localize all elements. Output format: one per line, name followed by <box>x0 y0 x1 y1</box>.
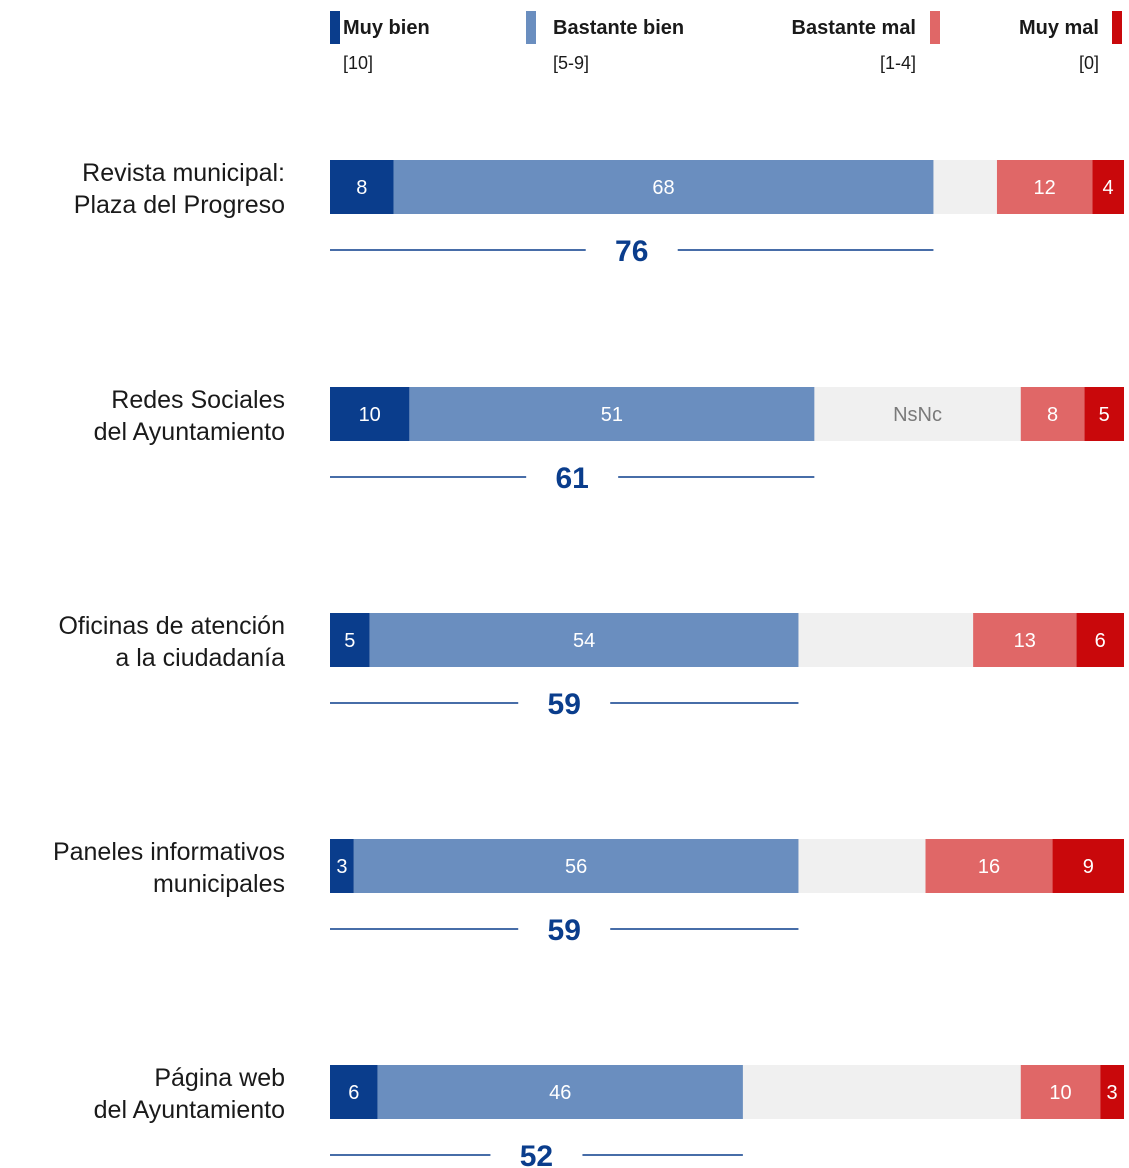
data-label-bastante-bien: 51 <box>601 404 623 426</box>
category-label-line: Oficinas de atención <box>58 612 285 640</box>
bar-segment-bastante-mal <box>996 160 1093 214</box>
bar-segment-bastante-mal <box>1020 387 1085 441</box>
legend-swatch <box>1112 11 1122 44</box>
legend-range: [10] <box>343 53 373 73</box>
bar-segment-muy-mal <box>1052 839 1124 893</box>
category-label: Página web del Ayuntamiento <box>94 1064 285 1124</box>
bar-segment-muy-bien <box>330 387 410 441</box>
bar-segment-bastante-bien <box>409 387 815 441</box>
data-label-muy-bien: 6 <box>348 1082 359 1104</box>
data-label-muy-bien: 10 <box>359 404 381 426</box>
bar-segment-muy-mal <box>1076 613 1124 667</box>
legend-swatch <box>930 11 940 44</box>
positive-total-label: 59 <box>548 914 581 947</box>
data-label-bastante-bien: 46 <box>549 1082 571 1104</box>
legend-label: Muy bien <box>343 17 430 39</box>
legend-range: [1-4] <box>880 53 916 73</box>
legend-item-muy-mal: Muy mal [0] <box>1019 11 1122 73</box>
category-label: Oficinas de atención a la ciudadanía <box>58 612 285 672</box>
bar-segment-muy-mal <box>1084 387 1124 441</box>
bar-segment-muy-bien <box>330 613 370 667</box>
data-label-muy-bien: 3 <box>336 856 347 878</box>
data-label-bastante-mal: 13 <box>1014 630 1036 652</box>
bar-segment-bastante-bien <box>369 613 799 667</box>
bar-segment-muy-bien <box>330 1065 378 1119</box>
data-label-muy-bien: 8 <box>356 177 367 199</box>
category-label-line: Paneles informativos <box>53 838 285 866</box>
positive-total-label: 52 <box>520 1140 553 1168</box>
data-label-muy-mal: 4 <box>1103 177 1114 199</box>
category-label-line: a la ciudadanía <box>115 644 285 672</box>
legend-swatch <box>330 11 340 44</box>
data-label-muy-mal: 9 <box>1083 856 1094 878</box>
bar-segment-bastante-mal <box>925 839 1053 893</box>
data-label-bastante-mal: 12 <box>1033 177 1055 199</box>
category-label-line: del Ayuntamiento <box>94 1096 285 1124</box>
data-label-bastante-mal: 10 <box>1049 1082 1071 1104</box>
legend-range: [5-9] <box>553 53 589 73</box>
category-label: Paneles informativos municipales <box>53 838 285 898</box>
data-label-muy-mal: 5 <box>1099 404 1110 426</box>
chart-row: Revista municipal: Plaza del Progreso 8 68 1… <box>74 159 1124 268</box>
category-label-line: Redes Sociales <box>111 386 285 414</box>
chart-row: Paneles informativos municipales 3 56 16 9 59 <box>53 838 1124 947</box>
category-label-line: Revista municipal: <box>82 159 285 187</box>
category-label-line: municipales <box>153 870 285 898</box>
data-label-muy-bien: 5 <box>344 630 355 652</box>
data-label-bastante-bien: 56 <box>565 856 587 878</box>
chart-row: Oficinas de atención a la ciudadanía 5 54 13… <box>58 612 1124 721</box>
category-label: Redes Sociales del Ayuntamiento <box>94 386 285 446</box>
data-label-bastante-mal: 16 <box>978 856 1000 878</box>
category-label-line: del Ayuntamiento <box>94 418 285 446</box>
data-label-muy-mal: 6 <box>1095 630 1106 652</box>
bar-segment-muy-bien <box>330 839 354 893</box>
positive-total-label: 61 <box>555 462 588 495</box>
legend-item-bastante-mal: Bastante mal [1-4] <box>792 11 940 73</box>
legend-label: Muy mal <box>1019 17 1099 39</box>
bar-segment-muy-mal <box>1092 160 1124 214</box>
bar-segment-bastante-bien <box>353 839 799 893</box>
bar-segment-bastante-bien <box>377 1065 743 1119</box>
bar-segment-bastante-bien <box>393 160 934 214</box>
data-label-muy-mal: 3 <box>1107 1082 1118 1104</box>
legend-swatch <box>526 11 536 44</box>
positive-total-label: 76 <box>615 235 648 268</box>
chart-row: Redes Sociales del Ayuntamiento 10 51 8 5 NsNc… <box>94 386 1124 495</box>
legend-item-bastante-bien: Bastante bien [5-9] <box>526 11 684 73</box>
category-label-line: Página web <box>154 1064 285 1092</box>
bar-segment-muy-bien <box>330 160 394 214</box>
data-label-bastante-bien: 54 <box>573 630 595 652</box>
bar-segment-bastante-mal <box>973 613 1077 667</box>
positive-total-label: 59 <box>548 688 581 721</box>
nsnc-label: NsNc <box>893 404 942 426</box>
legend: Muy bien [10] Bastante bien [5-9] Bastante m… <box>330 11 1122 73</box>
bar-segment-muy-mal <box>1100 1065 1124 1119</box>
category-label: Revista municipal: Plaza del Progreso <box>74 159 285 219</box>
legend-label: Bastante bien <box>553 17 684 39</box>
data-label-bastante-bien: 68 <box>652 177 674 199</box>
legend-label: Bastante mal <box>792 17 917 39</box>
legend-range: [0] <box>1079 53 1099 73</box>
data-label-bastante-mal: 8 <box>1047 404 1058 426</box>
chart-row: Página web del Ayuntamiento 6 46 10 3 52 <box>94 1064 1124 1168</box>
category-label-line: Plaza del Progreso <box>74 191 285 219</box>
legend-item-muy-bien: Muy bien [10] <box>330 11 430 73</box>
bar-segment-bastante-mal <box>1020 1065 1101 1119</box>
